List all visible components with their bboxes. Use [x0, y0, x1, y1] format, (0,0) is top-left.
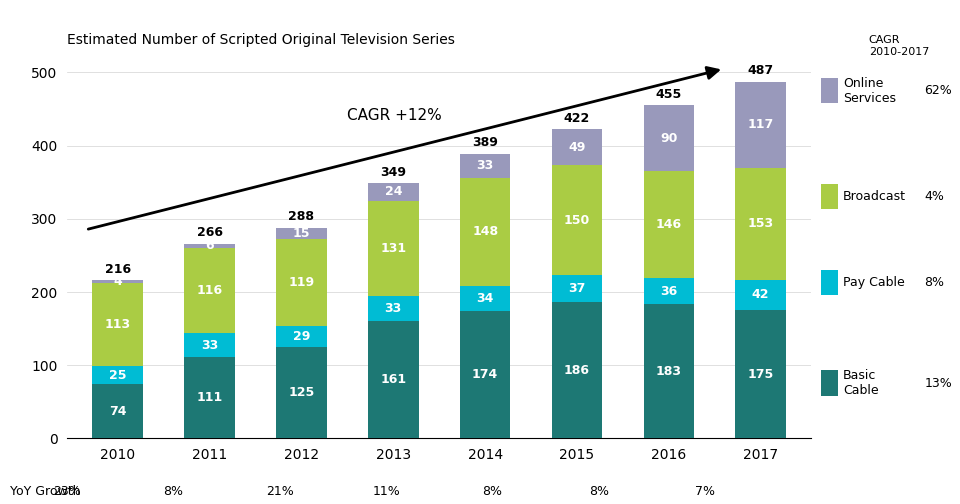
Text: 33: 33	[476, 159, 493, 172]
Text: 33: 33	[385, 302, 402, 315]
Bar	[643, 304, 694, 438]
Text: 216: 216	[105, 263, 131, 276]
Bar	[92, 283, 143, 366]
Text: 23%: 23%	[54, 485, 81, 498]
Text: 11%: 11%	[372, 485, 400, 498]
Text: 455: 455	[656, 88, 682, 101]
Bar	[735, 167, 786, 280]
Text: 90: 90	[660, 132, 678, 145]
Text: 8%: 8%	[924, 276, 945, 289]
Text: 161: 161	[380, 373, 406, 386]
Text: 25: 25	[109, 368, 127, 382]
Text: 4%: 4%	[924, 190, 945, 203]
Text: 15: 15	[293, 227, 310, 239]
Bar	[276, 347, 326, 438]
Bar	[552, 275, 602, 302]
Text: 7%: 7%	[695, 485, 715, 498]
Bar	[552, 302, 602, 438]
Text: 131: 131	[380, 242, 406, 255]
Text: Pay Cable: Pay Cable	[843, 276, 904, 289]
Text: 8%: 8%	[163, 485, 183, 498]
Text: 153: 153	[748, 217, 774, 230]
Text: 34: 34	[476, 292, 493, 305]
Bar	[643, 171, 694, 278]
Text: Basic
Cable: Basic Cable	[843, 369, 878, 397]
Text: Estimated Number of Scripted Original Television Series: Estimated Number of Scripted Original Te…	[67, 33, 455, 47]
Text: 146: 146	[656, 218, 682, 231]
Text: 175: 175	[748, 368, 774, 381]
Text: 33: 33	[201, 339, 218, 352]
Text: 6: 6	[205, 239, 214, 253]
Bar	[552, 165, 602, 275]
Text: 24: 24	[385, 185, 402, 198]
Text: 422: 422	[564, 112, 590, 125]
Bar	[460, 154, 511, 178]
Bar	[735, 280, 786, 310]
Text: 349: 349	[380, 165, 406, 178]
Text: 288: 288	[288, 210, 315, 223]
Text: 186: 186	[564, 364, 590, 377]
Text: 113: 113	[105, 318, 131, 331]
Text: 174: 174	[472, 368, 498, 382]
Bar	[368, 201, 419, 296]
Text: 36: 36	[660, 285, 678, 298]
Bar	[92, 384, 143, 438]
Text: 62%: 62%	[924, 84, 952, 97]
Text: CAGR +12%: CAGR +12%	[348, 108, 443, 123]
Bar	[184, 248, 235, 333]
Text: 8%: 8%	[482, 485, 502, 498]
Bar	[460, 311, 511, 438]
Text: YoY Growth: YoY Growth	[10, 485, 80, 498]
Text: 74: 74	[109, 405, 127, 418]
Text: 389: 389	[472, 136, 498, 149]
Bar	[276, 326, 326, 347]
Text: 37: 37	[568, 282, 586, 295]
Text: 13%: 13%	[924, 376, 952, 390]
Bar	[184, 333, 235, 357]
Bar	[552, 130, 602, 165]
Bar	[92, 366, 143, 384]
Bar	[276, 238, 326, 326]
Bar	[368, 296, 419, 321]
Text: Online
Services: Online Services	[843, 77, 896, 105]
Text: 119: 119	[288, 276, 315, 289]
Text: 117: 117	[748, 118, 774, 131]
Text: 49: 49	[568, 141, 586, 154]
Text: 29: 29	[293, 330, 310, 343]
Text: 8%: 8%	[588, 485, 609, 498]
Text: 148: 148	[472, 225, 498, 238]
Text: 150: 150	[564, 214, 590, 227]
Text: 183: 183	[656, 365, 682, 378]
Text: CAGR
2010-2017: CAGR 2010-2017	[869, 35, 929, 57]
Bar	[368, 183, 419, 201]
Bar	[92, 280, 143, 283]
Bar	[643, 105, 694, 171]
Bar	[735, 82, 786, 167]
Text: 21%: 21%	[266, 485, 294, 498]
Text: 4: 4	[113, 275, 122, 288]
Text: 487: 487	[748, 65, 774, 78]
Bar	[643, 278, 694, 304]
Text: 125: 125	[288, 386, 315, 399]
Bar	[276, 228, 326, 238]
Text: 111: 111	[197, 391, 223, 404]
Bar	[735, 310, 786, 438]
Bar	[184, 244, 235, 248]
Bar	[460, 286, 511, 311]
Text: 116: 116	[197, 284, 223, 297]
Bar	[460, 178, 511, 286]
Text: 266: 266	[197, 226, 223, 239]
Text: Broadcast: Broadcast	[843, 190, 906, 203]
Text: 42: 42	[752, 288, 769, 301]
Bar	[368, 321, 419, 438]
Bar	[184, 357, 235, 438]
